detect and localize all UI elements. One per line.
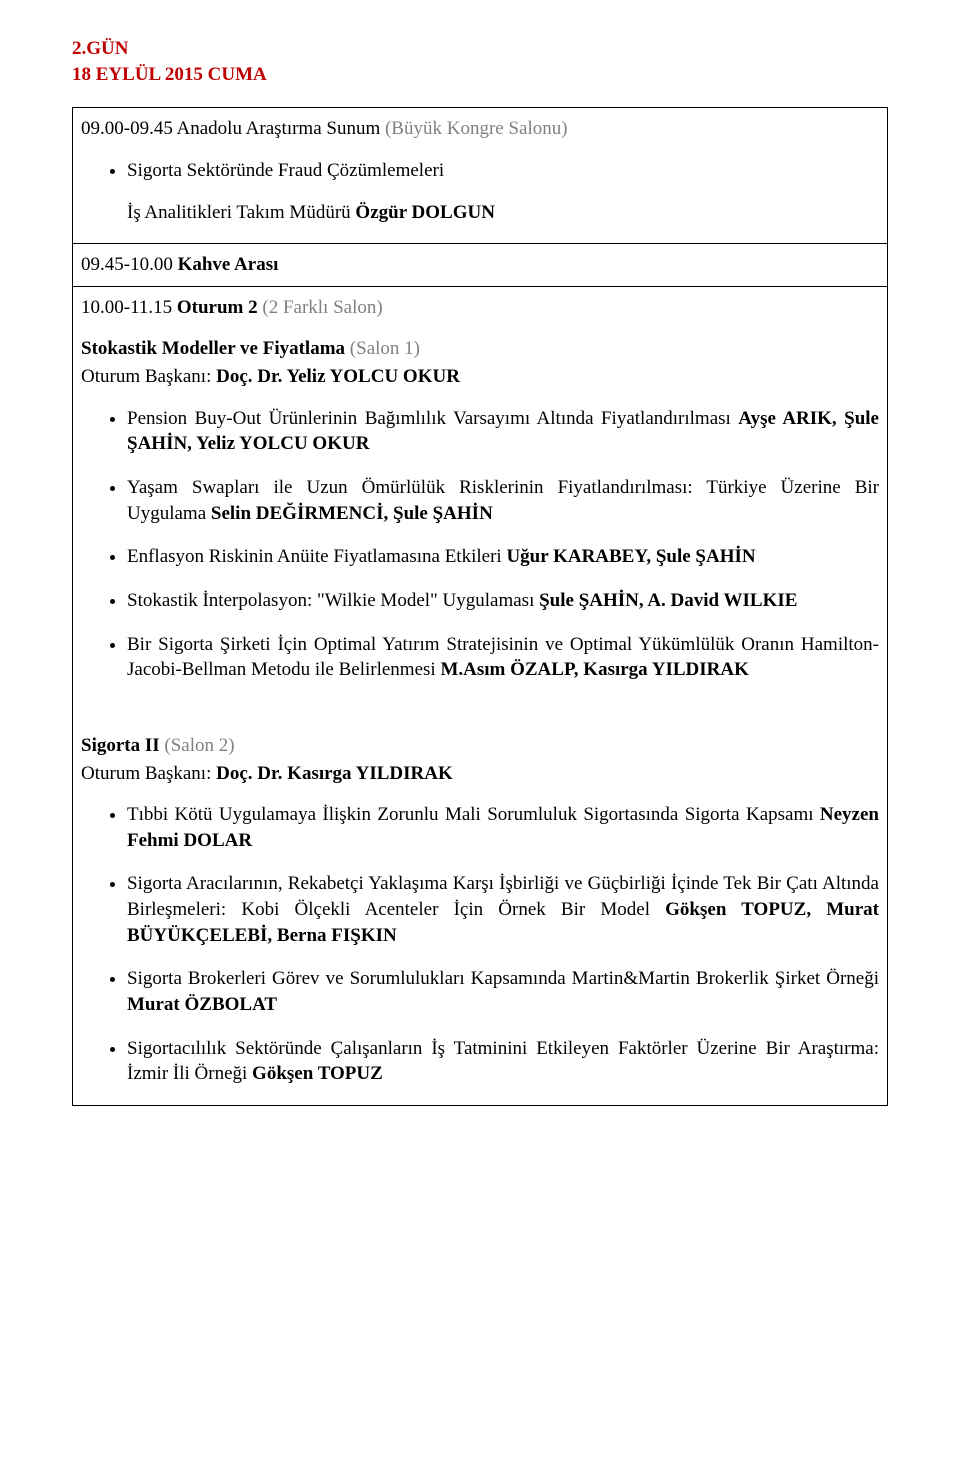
item-authors: M.Asım ÖZALP, Kasırga YILDIRAK: [440, 659, 748, 680]
item-authors: Selin DEĞİRMENCİ, Şule ŞAHİN: [211, 503, 493, 524]
item-text: Enflasyon Riskinin Anüite Fiyatlamasına …: [127, 546, 506, 567]
list-item: Enflasyon Riskinin Anüite Fiyatlamasına …: [127, 544, 879, 570]
session1-chair: Oturum Başkanı: Doç. Dr. Yeliz YOLCU OKU…: [81, 364, 879, 390]
item-authors: Şule ŞAHİN, A. David WILKIE: [539, 590, 797, 611]
session1-bullets: Pension Buy-Out Ürünlerinin Bağımlılık V…: [81, 406, 879, 683]
session2-title-gray: (Salon 2): [164, 735, 234, 756]
session-1: Stokastik Modeller ve Fiyatlama (Salon 1…: [81, 336, 879, 682]
session1-title: Stokastik Modeller ve Fiyatlama (Salon 1…: [81, 336, 879, 362]
item-text: Stokastik İnterpolasyon: "Wilkie Model" …: [127, 590, 539, 611]
session1-chair-prefix: Oturum Başkanı:: [81, 366, 216, 387]
row1-bullet-text: Sigorta Sektöründe Fraud Çözümlemeleri: [127, 160, 444, 181]
list-item: Sigorta Brokerleri Görev ve Sorumlulukla…: [127, 966, 879, 1017]
row3-venue-note: (2 Farklı Salon): [262, 297, 382, 318]
session2-bullets: Tıbbi Kötü Uygulamaya İlişkin Zorunlu Ma…: [81, 802, 879, 1087]
row1-subline-prefix: İş Analitikleri Takım Müdürü: [127, 202, 355, 223]
session1-title-gray: (Salon 1): [350, 338, 420, 359]
document-page: 2.GÜN 18 EYLÜL 2015 CUMA 09.00-09.45 Ana…: [0, 0, 960, 1142]
list-item: Sigorta Aracılarının, Rekabetçi Yaklaşım…: [127, 871, 879, 948]
item-text: Sigorta Brokerleri Görev ve Sorumlulukla…: [127, 968, 879, 989]
row1-heading: 09.00-09.45 Anadolu Araştırma Sunum (Büy…: [81, 116, 879, 142]
list-item: Pension Buy-Out Ürünlerinin Bağımlılık V…: [127, 406, 879, 457]
schedule-row-2: 09.45-10.00 Kahve Arası: [73, 244, 887, 287]
list-item: Yaşam Swapları ile Uzun Ömürlülük Riskle…: [127, 475, 879, 526]
row1-bullet-1: Sigorta Sektöründe Fraud Çözümlemeleri İ…: [127, 158, 879, 225]
session1-chair-name: Doç. Dr. Yeliz YOLCU OKUR: [216, 366, 460, 387]
date-line: 18 EYLÜL 2015 CUMA: [72, 62, 888, 88]
schedule-table: 09.00-09.45 Anadolu Araştırma Sunum (Büy…: [72, 107, 888, 1106]
list-item: Sigortacılılık Sektöründe Çalışanların İ…: [127, 1036, 879, 1087]
item-authors: Gökşen TOPUZ: [252, 1063, 383, 1084]
row1-subline: İş Analitikleri Takım Müdürü Özgür DOLGU…: [127, 200, 879, 226]
item-authors: Uğur KARABEY, Şule ŞAHİN: [506, 546, 755, 567]
list-item: Bir Sigorta Şirketi İçin Optimal Yatırım…: [127, 632, 879, 683]
row1-bullets: Sigorta Sektöründe Fraud Çözümlemeleri İ…: [81, 158, 879, 225]
item-authors: Murat ÖZBOLAT: [127, 994, 277, 1015]
row2-label: Kahve Arası: [173, 254, 279, 275]
session2-chair-name: Doç. Dr. Kasırga YILDIRAK: [216, 763, 453, 784]
session2-title-bold: Sigorta II: [81, 735, 164, 756]
schedule-row-3: 10.00-11.15 Oturum 2 (2 Farklı Salon) St…: [73, 287, 887, 1105]
list-item: Stokastik İnterpolasyon: "Wilkie Model" …: [127, 588, 879, 614]
row1-time: 09.00-09.45: [81, 118, 173, 139]
row3-heading: 10.00-11.15 Oturum 2 (2 Farklı Salon): [81, 295, 879, 321]
list-item: Tıbbi Kötü Uygulamaya İlişkin Zorunlu Ma…: [127, 802, 879, 853]
item-text: Pension Buy-Out Ürünlerinin Bağımlılık V…: [127, 408, 738, 429]
row2-time: 09.45-10.00: [81, 254, 173, 275]
row1-subline-name: Özgür DOLGUN: [355, 202, 495, 223]
day-title: 2.GÜN: [72, 36, 888, 62]
item-text: Sigortacılılık Sektöründe Çalışanların İ…: [127, 1038, 879, 1085]
row1-label: Anadolu Araştırma Sunum: [173, 118, 385, 139]
session2-title: Sigorta II (Salon 2): [81, 733, 879, 759]
item-text: Tıbbi Kötü Uygulamaya İlişkin Zorunlu Ma…: [127, 804, 820, 825]
session-2: Sigorta II (Salon 2) Oturum Başkanı: Doç…: [81, 733, 879, 1087]
session2-chair: Oturum Başkanı: Doç. Dr. Kasırga YILDIRA…: [81, 761, 879, 787]
row3-time: 10.00-11.15: [81, 297, 172, 318]
session2-chair-prefix: Oturum Başkanı:: [81, 763, 216, 784]
row3-label: Oturum 2: [172, 297, 262, 318]
schedule-row-1: 09.00-09.45 Anadolu Araştırma Sunum (Büy…: [73, 108, 887, 244]
session1-title-bold: Stokastik Modeller ve Fiyatlama: [81, 338, 350, 359]
row1-venue: (Büyük Kongre Salonu): [385, 118, 568, 139]
